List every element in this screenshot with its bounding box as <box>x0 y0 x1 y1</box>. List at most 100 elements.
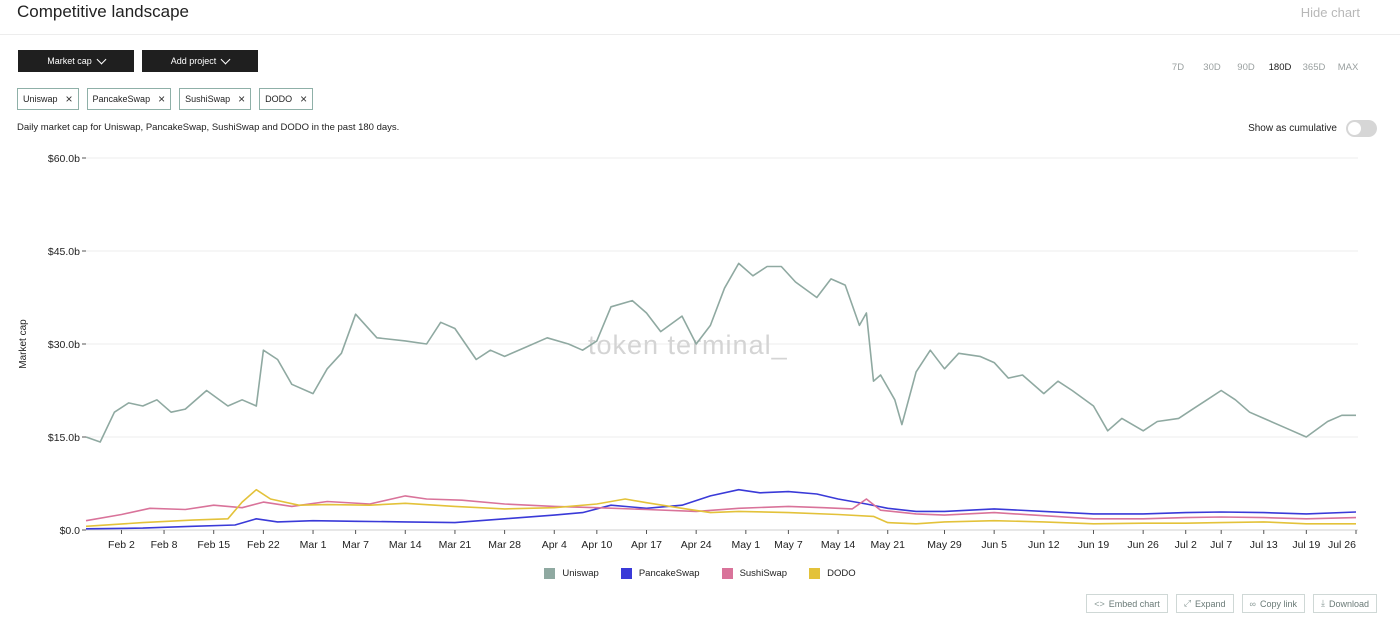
project-chips: Uniswap × PancakeSwap × SushiSwap × DODO × <box>17 88 314 110</box>
y-axis-label: Market cap <box>18 319 29 369</box>
legend-swatch <box>620 568 632 579</box>
x-tick-label: Jul 2 <box>1175 539 1197 550</box>
project-chip: SushiSwap × <box>179 88 252 110</box>
range-7d[interactable]: 7D <box>1171 62 1185 73</box>
series-line-pancakeswap <box>85 488 1357 530</box>
hide-chart-link[interactable]: Hide chart <box>1300 5 1360 20</box>
x-axis-ticks: Feb 2 Feb 8 Feb 15 Feb 22 Mar 1 Mar 7 Mar 14 Ma… <box>108 530 1357 550</box>
x-tick-label: Apr 17 <box>631 539 662 550</box>
x-tick-label: Feb 2 <box>108 539 135 550</box>
x-tick-label: Mar 7 <box>342 539 369 550</box>
x-tick-label: Feb 22 <box>247 539 280 550</box>
range-30d[interactable]: 30D <box>1203 62 1221 73</box>
cumulative-toggle[interactable] <box>1346 120 1377 137</box>
x-tick-label: Mar 28 <box>488 539 521 550</box>
project-chip: Uniswap × <box>17 88 79 110</box>
chip-label: SushiSwap <box>185 94 231 104</box>
legend-swatch <box>809 568 821 579</box>
x-tick-label: Jul 19 <box>1292 539 1320 550</box>
range-180d[interactable]: 180D <box>1268 62 1292 73</box>
expand-icon: ⤢ <box>1183 598 1192 608</box>
toggle-knob <box>1348 122 1361 135</box>
range-365d[interactable]: 365D <box>1302 62 1326 73</box>
legend-label: PancakeSwap <box>638 568 700 579</box>
x-tick-label: Jul 13 <box>1250 539 1278 550</box>
x-tick-label: May 29 <box>927 539 962 550</box>
x-tick-label: Apr 4 <box>542 539 567 550</box>
close-icon[interactable]: × <box>65 92 73 106</box>
legend-label: Uniswap <box>562 568 599 579</box>
x-tick-label: Apr 10 <box>581 539 612 550</box>
close-icon[interactable]: × <box>300 92 308 106</box>
x-tick-label: Jul 26 <box>1328 539 1356 550</box>
code-icon: <> <box>1094 598 1105 609</box>
chip-label: Uniswap <box>23 94 58 104</box>
range-90d[interactable]: 90D <box>1237 62 1255 73</box>
x-tick-label: Jun 12 <box>1028 539 1060 550</box>
legend-label: SushiSwap <box>739 568 788 579</box>
legend-swatch <box>721 568 733 579</box>
legend-item-dodo[interactable]: DODO <box>809 568 856 579</box>
y-tick-label: $60.0b <box>48 153 80 165</box>
legend-item-uniswap[interactable]: Uniswap <box>544 568 599 579</box>
x-tick-label: Mar 14 <box>389 539 422 550</box>
metric-dropdown-label: Market cap <box>47 56 92 66</box>
x-tick-label: May 7 <box>774 539 803 550</box>
link-icon: ∞ <box>1249 598 1256 609</box>
action-label: Embed chart <box>1108 598 1160 609</box>
project-chip: DODO × <box>259 88 314 110</box>
x-tick-label: May 14 <box>821 539 856 550</box>
project-chip: PancakeSwap × <box>86 88 172 110</box>
range-max[interactable]: MAX <box>1337 62 1359 73</box>
page-title: Competitive landscape <box>17 2 189 21</box>
market-cap-chart: token terminal_ Market cap $0.0 $15.0b $30… <box>18 153 1358 550</box>
x-tick-label: May 21 <box>871 539 906 550</box>
x-tick-label: Feb 15 <box>197 539 230 550</box>
legend-swatch <box>544 568 556 579</box>
chevron-down-icon <box>96 54 107 64</box>
x-tick-label: Jul 7 <box>1210 539 1232 550</box>
metric-dropdown[interactable]: Market cap <box>18 50 134 72</box>
chart-actions: <> Embed chart ⤢ Expand ∞ Copy link ⤓ Download <box>1086 594 1377 613</box>
chart-legend: Uniswap PancakeSwap SushiSwap DODO <box>0 568 1400 579</box>
legend-label: DODO <box>827 568 856 579</box>
x-tick-label: Jun 5 <box>981 539 1007 550</box>
action-label: Copy link <box>1259 598 1297 609</box>
y-tick-label: $15.0b <box>48 432 80 444</box>
add-project-dropdown[interactable]: Add project <box>142 50 258 72</box>
y-tick-label: $30.0b <box>48 339 80 351</box>
cumulative-toggle-row: Show as cumulative <box>1248 120 1377 137</box>
x-tick-label: Mar 21 <box>439 539 472 550</box>
expand-button[interactable]: ⤢ Expand <box>1175 594 1234 613</box>
x-tick-label: Jun 26 <box>1127 539 1159 550</box>
watermark: token terminal_ <box>588 330 788 360</box>
x-tick-label: Mar 1 <box>300 539 327 550</box>
x-tick-label: Jun 19 <box>1078 539 1110 550</box>
y-tick-label: $0.0 <box>60 525 81 537</box>
header-divider <box>0 34 1400 35</box>
legend-item-pancakeswap[interactable]: PancakeSwap <box>620 568 700 579</box>
x-tick-label: May 1 <box>732 539 761 550</box>
grid-lines <box>86 157 1358 531</box>
chevron-down-icon <box>220 54 231 64</box>
copy-link-button[interactable]: ∞ Copy link <box>1241 594 1305 613</box>
legend-item-sushiswap[interactable]: SushiSwap <box>721 568 788 579</box>
y-tick-label: $45.0b <box>48 246 80 258</box>
download-button[interactable]: ⤓ Download <box>1312 594 1377 613</box>
x-tick-label: Apr 24 <box>681 539 712 550</box>
close-icon[interactable]: × <box>238 92 246 106</box>
chart-description: Daily market cap for Uniswap, PancakeSwa… <box>17 122 400 133</box>
chip-label: PancakeSwap <box>92 94 151 104</box>
series-lines <box>85 262 1357 530</box>
time-range-selector: 7D 30D 90D 180D 365D MAX <box>1161 62 1365 73</box>
close-icon[interactable]: × <box>158 92 166 106</box>
x-tick-label: Feb 8 <box>151 539 178 550</box>
download-icon: ⤓ <box>1320 598 1325 608</box>
add-project-label: Add project <box>170 56 217 66</box>
series-line-uniswap <box>85 262 1356 443</box>
y-axis-ticks: $0.0 $15.0b $30.0b $45.0b $60.0b <box>48 153 86 537</box>
action-label: Download <box>1328 598 1369 609</box>
embed-chart-button[interactable]: <> Embed chart <box>1086 594 1168 613</box>
series-line-sushiswap <box>85 495 1357 522</box>
chip-label: DODO <box>265 94 293 104</box>
